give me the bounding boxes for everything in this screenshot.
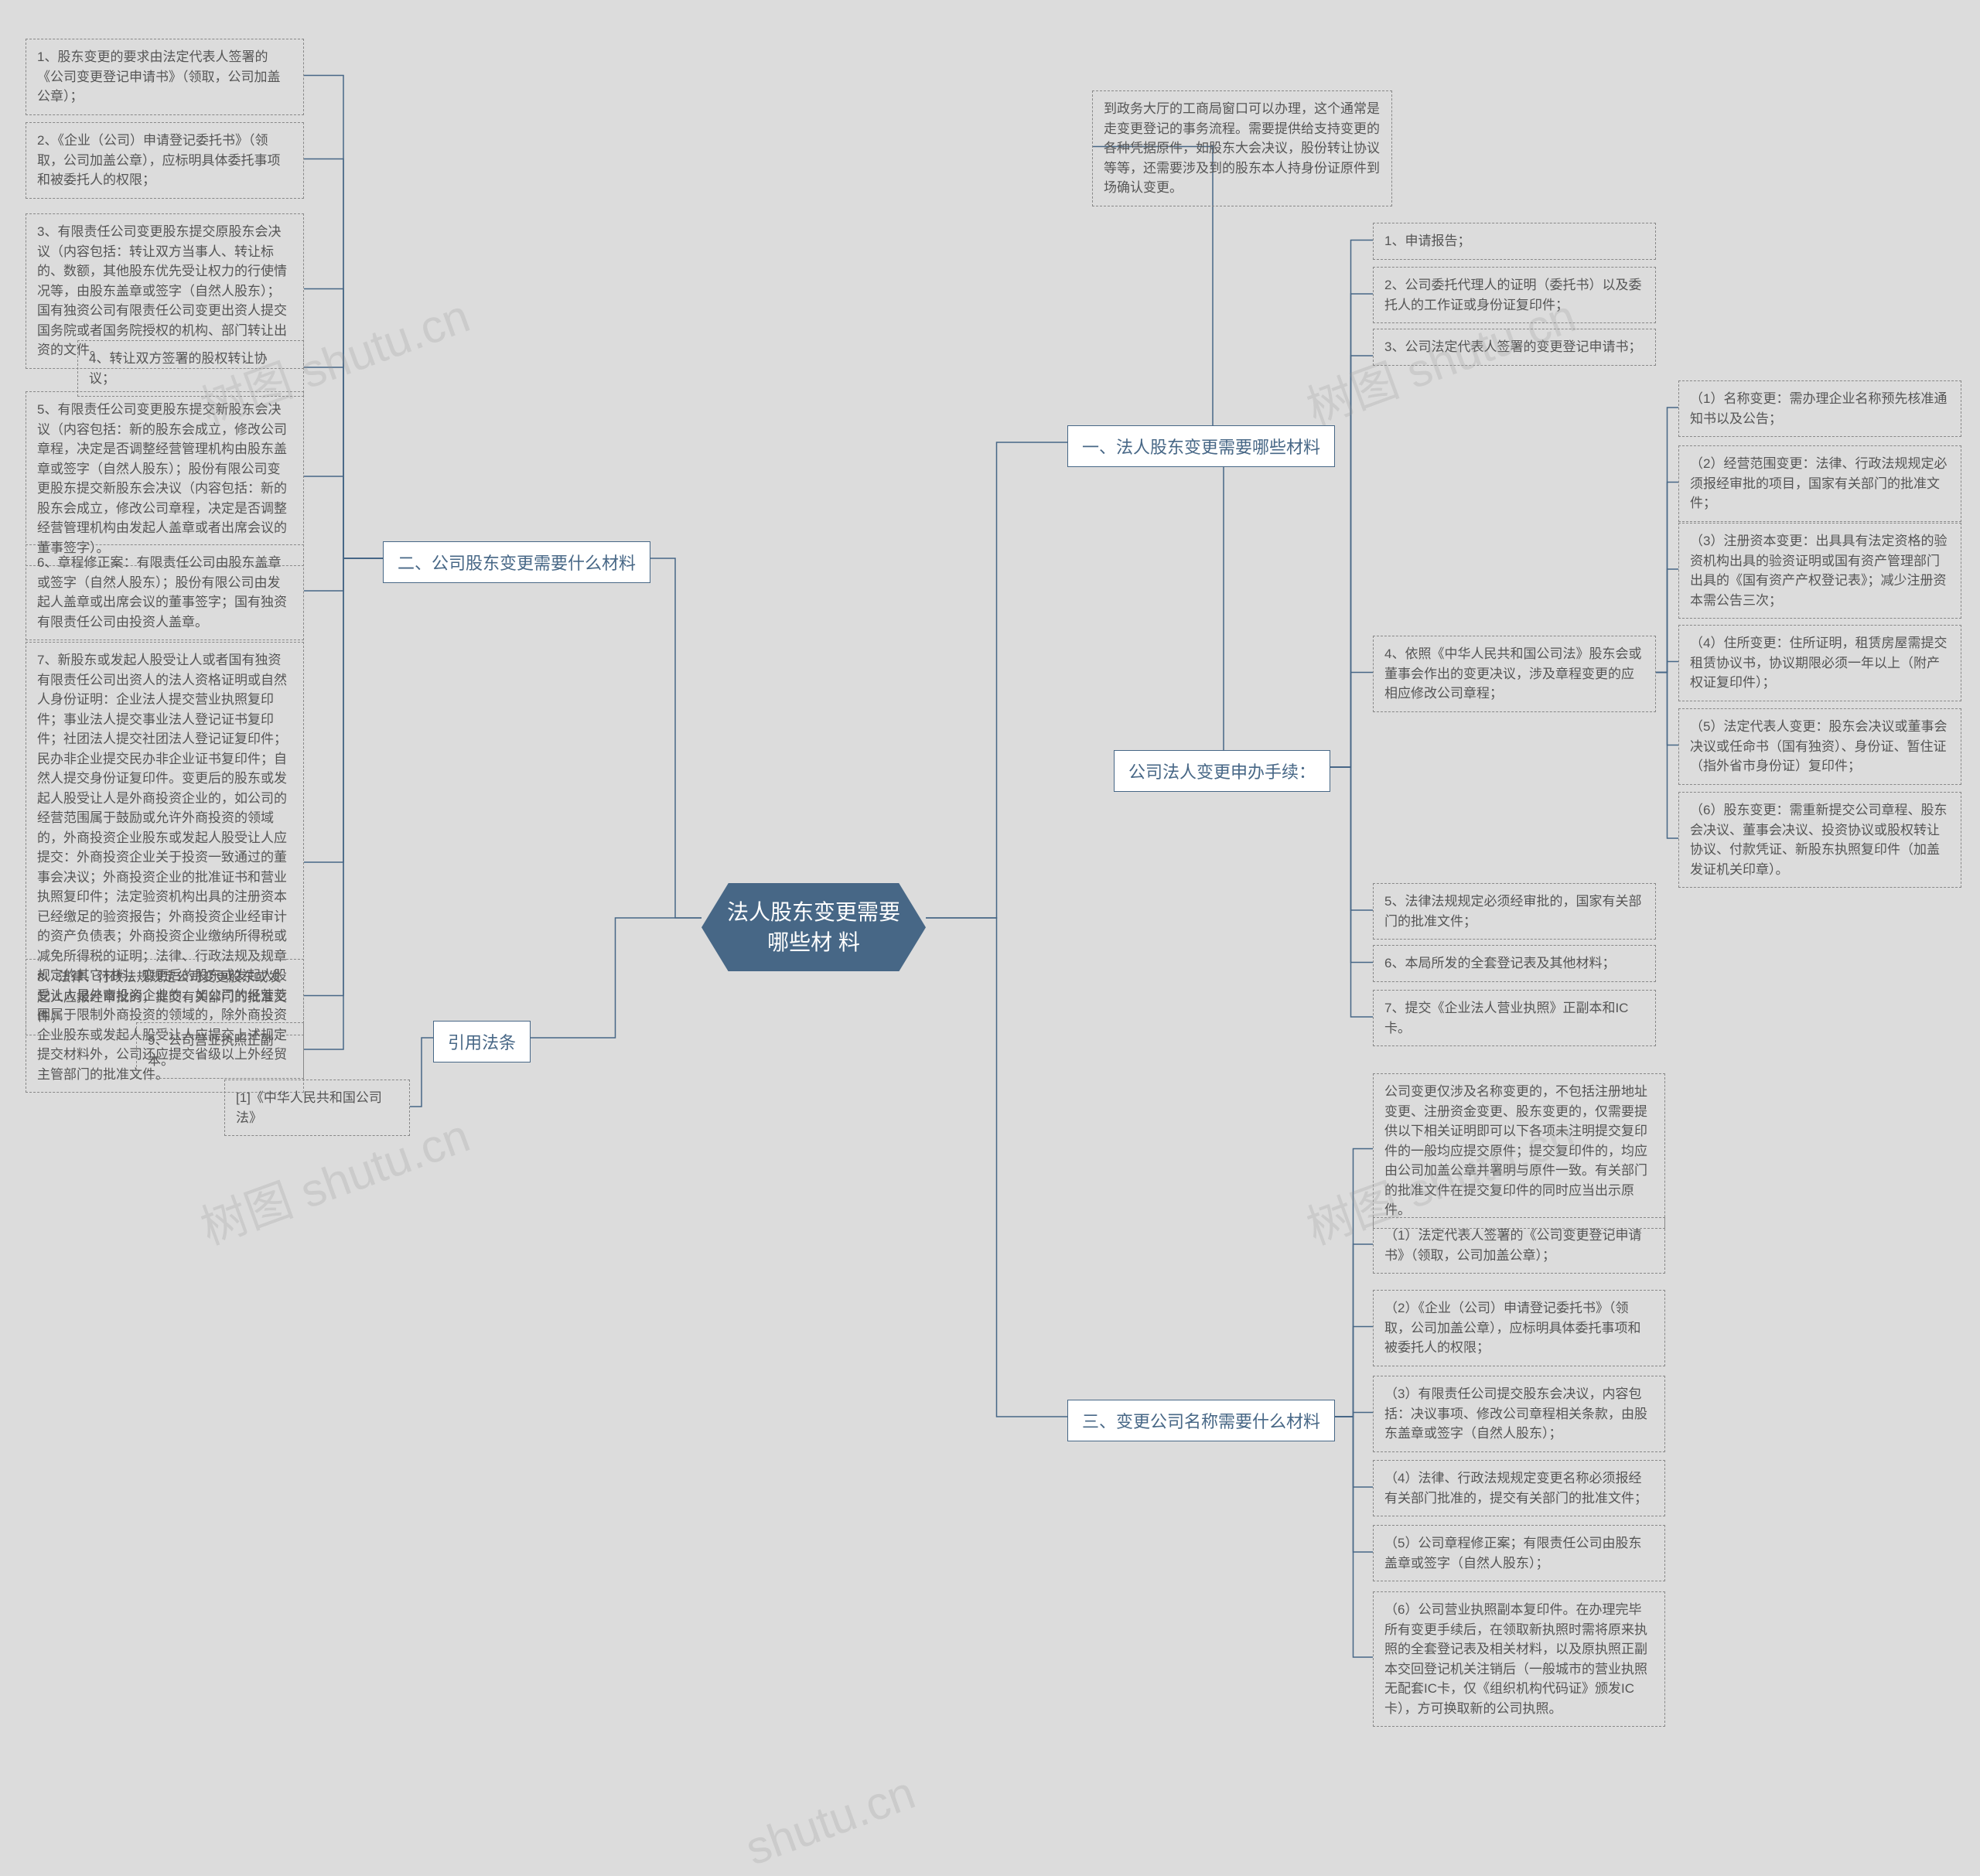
branch-node: 引用法条 [433, 1021, 531, 1062]
branch-node: 一、法人股东变更需要哪些材料 [1067, 425, 1335, 467]
leaf-node: 3、公司法定代表人签署的变更登记申请书； [1373, 329, 1656, 366]
leaf-node: （4）法律、行政法规规定变更名称必须报经有关部门批准的，提交有关部门的批准文件； [1373, 1460, 1665, 1516]
leaf-node: 2、公司委托代理人的证明（委托书）以及委托人的工作证或身份证复印件； [1373, 267, 1656, 323]
leaf-node: （6）股东变更：需重新提交公司章程、股东会决议、董事会决议、投资协议或股权转让协… [1678, 792, 1961, 888]
branch-node: 公司法人变更申办手续： [1114, 750, 1330, 792]
leaf-node: （2）《企业（公司）申请登记委托书》（领取，公司加盖公章），应标明具体委托事项和… [1373, 1290, 1665, 1366]
leaf-node: 1、股东变更的要求由法定代表人签署的《公司变更登记申请书》（领取，公司加盖公章）… [26, 39, 304, 115]
leaf-node: （2）经营范围变更：法律、行政法规规定必须报经审批的项目，国家有关部门的批准文件… [1678, 445, 1961, 522]
leaf-node: 1、申请报告； [1373, 223, 1656, 260]
leaf-node: （5）公司章程修正案；有限责任公司由股东盖章或签字（自然人股东）； [1373, 1525, 1665, 1581]
leaf-node: （3）有限责任公司提交股东会决议，内容包括：决议事项、修改公司章程相关条款，由股… [1373, 1376, 1665, 1452]
leaf-node: （1）法定代表人签署的《公司变更登记申请书》（领取，公司加盖公章）； [1373, 1217, 1665, 1274]
leaf-node: （4）住所变更：住所证明，租赁房屋需提交租赁协议书，协议期限必须一年以上（附产权… [1678, 625, 1961, 701]
leaf-node: 6、章程修正案：有限责任公司由股东盖章或签字（自然人股东）；股份有限公司由发起人… [26, 544, 304, 640]
leaf-node: [1]《中华人民共和国公司法》 [224, 1080, 410, 1136]
leaf-node: 5、法律法规规定必须经审批的，国家有关部门的批准文件； [1373, 883, 1656, 940]
leaf-node: 9、公司营业执照正副本。 [136, 1022, 304, 1079]
leaf-node: （1）名称变更：需办理企业名称预先核准通知书以及公告； [1678, 380, 1961, 437]
leaf-node: 到政务大厅的工商局窗口可以办理，这个通常是走变更登记的事务流程。需要提供给支持变… [1092, 90, 1392, 206]
branch-node: 三、变更公司名称需要什么材料 [1067, 1400, 1335, 1441]
leaf-node: 4、依照《中华人民共和国公司法》股东会或董事会作出的变更决议，涉及章程变更的应相… [1373, 636, 1656, 712]
leaf-node: 2、《企业（公司）申请登记委托书》（领取，公司加盖公章），应标明具体委托事项和被… [26, 122, 304, 199]
root-label: 法人股东变更需要哪些材 料 [727, 900, 900, 954]
leaf-node: 7、提交《企业法人营业执照》正副本和IC卡。 [1373, 990, 1656, 1046]
leaf-node: （5）法定代表人变更：股东会决议或董事会决议或任命书（国有独资）、身份证、暂住证… [1678, 708, 1961, 785]
leaf-node: 4、转让双方签署的股权转让协议； [77, 340, 304, 397]
branch-node: 二、公司股东变更需要什么材料 [383, 541, 650, 583]
root-node: 法人股东变更需要哪些材 料 [702, 883, 926, 971]
leaf-node: （3）注册资本变更：出具具有法定资格的验资机构出具的验资证明或国有资产管理部门出… [1678, 523, 1961, 619]
leaf-node: 5、有限责任公司变更股东提交新股东会决议（内容包括：新的股东会成立，修改公司章程… [26, 391, 304, 566]
leaf-node: （6）公司营业执照副本复印件。在办理完毕所有变更手续后，在领取新执照时需将原来执… [1373, 1591, 1665, 1727]
leaf-node: 6、本局所发的全套登记表及其他材料； [1373, 945, 1656, 982]
leaf-node: 公司变更仅涉及名称变更的，不包括注册地址变更、注册资金变更、股东变更的，仅需要提… [1373, 1073, 1665, 1229]
